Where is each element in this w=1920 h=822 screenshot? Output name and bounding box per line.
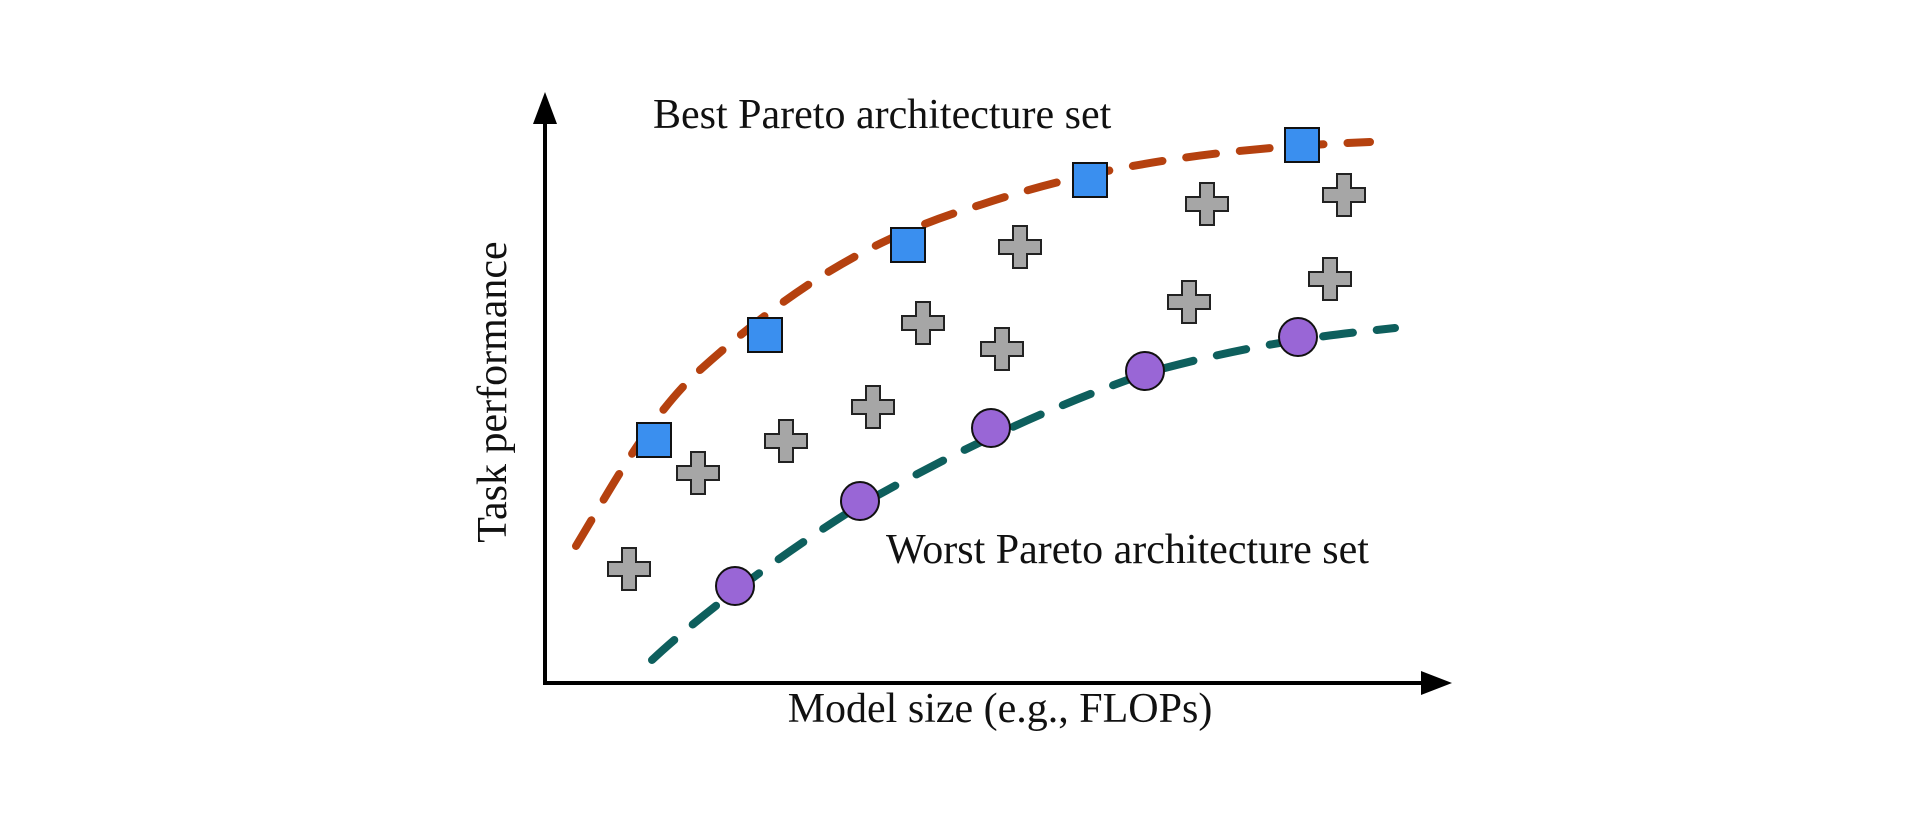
circle-marker-icon	[1125, 351, 1165, 391]
x-axis-label: Model size (e.g., FLOPs)	[788, 686, 1213, 732]
plus-marker-icon	[901, 301, 945, 345]
best-architectures	[636, 127, 1320, 458]
plus-marker-icon	[851, 385, 895, 429]
worst-set-label: Worst Pareto architecture set	[886, 527, 1369, 573]
square-marker-icon	[1072, 162, 1108, 198]
circle-marker-icon	[715, 566, 755, 606]
y-axis-arrow-icon	[533, 92, 557, 124]
plus-marker-icon	[764, 419, 808, 463]
square-marker-icon	[1284, 127, 1320, 163]
plus-marker-icon	[1308, 257, 1352, 301]
worst-pareto-curve	[648, 324, 1399, 664]
plus-marker-icon	[998, 225, 1042, 269]
square-marker-icon	[747, 317, 783, 353]
plus-marker-icon	[676, 451, 720, 495]
circle-marker-icon	[1278, 317, 1318, 357]
y-axis-label: Task performance	[470, 241, 516, 542]
square-marker-icon	[636, 422, 672, 458]
x-axis-arrow-icon	[1421, 671, 1452, 695]
plus-marker-icon	[607, 547, 651, 591]
axes	[533, 92, 1452, 695]
plus-marker-icon	[1322, 173, 1366, 217]
other-architectures	[607, 173, 1366, 591]
plus-marker-icon	[1167, 280, 1211, 324]
circle-marker-icon	[840, 481, 880, 521]
plus-marker-icon	[980, 327, 1024, 371]
plus-marker-icon	[1185, 182, 1229, 226]
circle-marker-icon	[971, 408, 1011, 448]
worst-architectures	[715, 317, 1318, 606]
best-set-label: Best Pareto architecture set	[653, 92, 1112, 138]
square-marker-icon	[890, 227, 926, 263]
